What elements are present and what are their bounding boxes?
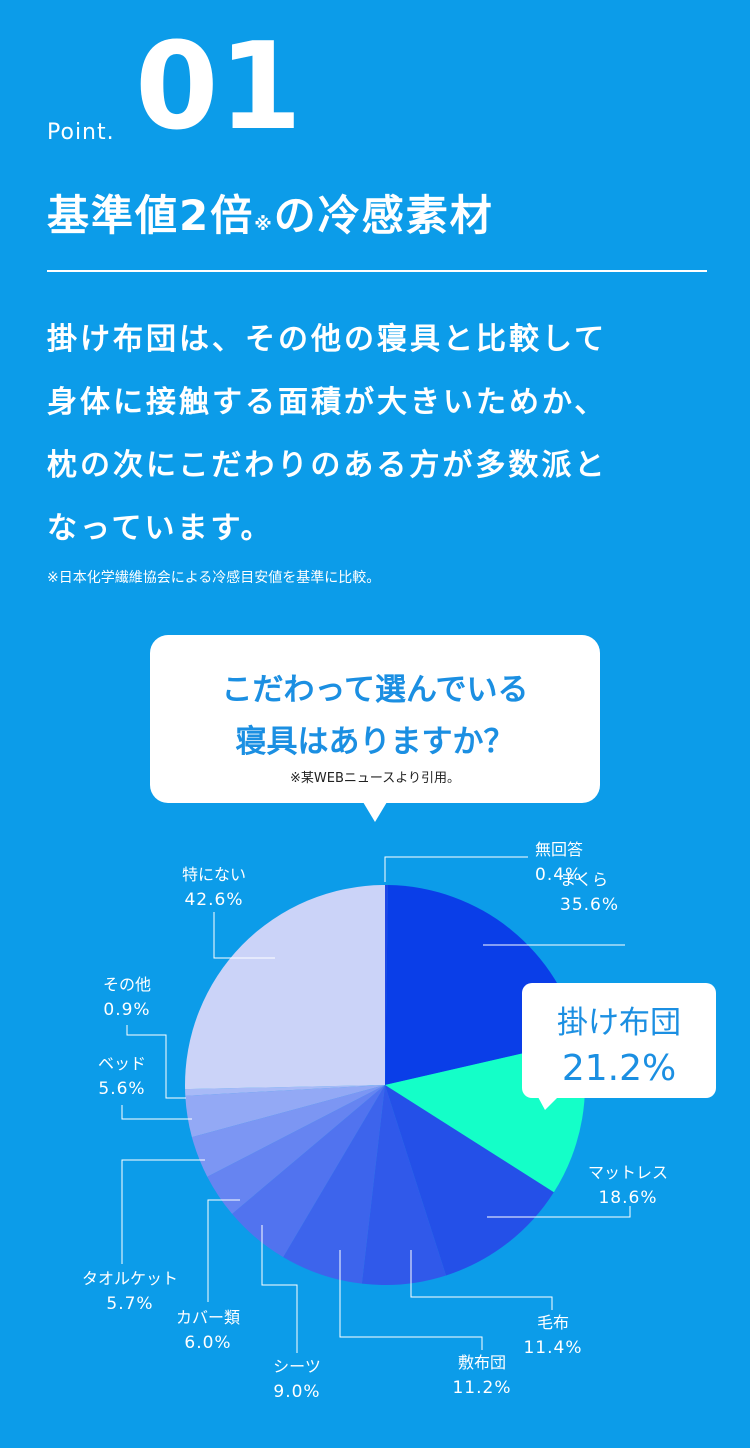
leader-line: [121, 1105, 192, 1120]
slice-label: ベッド: [98, 1054, 146, 1073]
slice-value: 35.6%: [560, 895, 619, 915]
leader-line: [261, 1225, 298, 1353]
slice-value: 9.0%: [273, 1382, 320, 1402]
callout-tail: [538, 1097, 558, 1110]
slice-value: 11.4%: [523, 1338, 582, 1358]
slice-label: 特にない: [182, 865, 246, 884]
pie-slice: [361, 1085, 447, 1285]
slice-label: シーツ: [273, 1357, 321, 1376]
bubble: [150, 635, 600, 803]
slice-value: 5.6%: [98, 1079, 145, 1099]
title-mark: ※: [254, 214, 274, 235]
body-line: 身体に接触する面積が大きいためか、: [47, 385, 608, 420]
pie-slice: [232, 1085, 385, 1258]
pie-slice: [207, 1085, 385, 1214]
leader-line: [339, 1250, 483, 1350]
pie-slice: [385, 885, 388, 1085]
title-main: 基準値2倍: [47, 191, 255, 240]
leader-line: [207, 1199, 240, 1302]
slice-value: 0.4%: [535, 865, 582, 885]
callout-value: 21.2%: [562, 1048, 676, 1089]
callout-box: [522, 983, 716, 1098]
body-text: 掛け布団は、その他の寝具と比較して 身体に接触する面積が大きいためか、 枕の次に…: [47, 308, 607, 560]
slice-label: まくら: [560, 870, 608, 889]
pie-slice: [184, 885, 385, 1090]
body-line: 掛け布団は、その他の寝具と比較して: [47, 322, 608, 357]
body-line: なっています。: [47, 511, 274, 546]
pie-slice: [185, 1085, 385, 1096]
title-rest: の冷感素材: [273, 191, 494, 240]
leader-line: [121, 1159, 205, 1264]
point-number: 01: [135, 18, 302, 157]
chart-title: こだわって選んでいる: [222, 672, 529, 708]
body-line: 枕の次にこだわりのある方が多数派と: [47, 448, 608, 483]
slice-value: 5.7%: [106, 1294, 153, 1314]
slice-value: 6.0%: [184, 1333, 231, 1353]
leader-line: [384, 856, 528, 882]
pie-slice: [385, 1085, 554, 1276]
slice-label: 敷布団: [458, 1353, 506, 1372]
point-label: Point.: [47, 120, 115, 145]
slice-value: 18.6%: [598, 1188, 657, 1208]
slice-value: 11.2%: [452, 1378, 511, 1398]
leader-line: [410, 1250, 553, 1310]
leader-line: [213, 912, 275, 959]
pie-slice: [283, 1085, 385, 1284]
slice-label: カバー類: [176, 1308, 240, 1327]
slice-label: マットレス: [588, 1163, 668, 1182]
bubble-tail: [363, 802, 387, 822]
chart-source: ※某WEBニュースより引用。: [290, 771, 460, 786]
divider: [47, 270, 707, 272]
note: ※日本化学繊維協会による冷感目安値を基準に比較。: [47, 570, 381, 586]
slice-label: 無回答: [535, 840, 583, 859]
slice-value: 42.6%: [184, 890, 243, 910]
leader-line: [126, 1025, 186, 1099]
slice-label: その他: [103, 975, 151, 994]
section-title: 基準値2倍※の冷感素材: [47, 182, 494, 243]
pie-slice: [185, 1085, 385, 1138]
slice-label: 毛布: [537, 1313, 569, 1332]
chart-title: 寝具はありますか？: [236, 724, 515, 760]
slice-value: 0.9%: [103, 1000, 150, 1020]
leader-line: [487, 1206, 631, 1218]
slice-label: タオルケット: [82, 1269, 178, 1288]
pie-slice: [191, 1085, 385, 1177]
callout-label: 掛け布団: [557, 1005, 681, 1041]
